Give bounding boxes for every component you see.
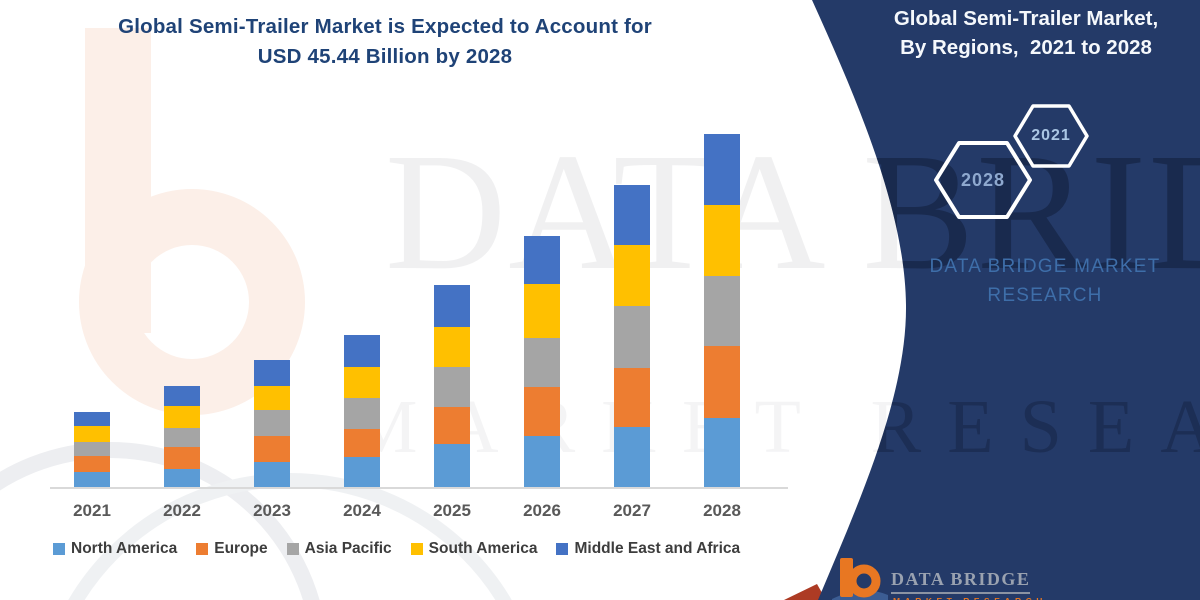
bar-segment-2028-middle-east-and-africa	[704, 133, 740, 205]
legend-item-europe: Europe	[196, 540, 268, 558]
x-tick-2024: 2024	[343, 501, 381, 520]
bar-segment-2026-south-america	[524, 284, 560, 338]
bar-2028	[704, 133, 740, 487]
brand-text: DATA BRIDGE MARKET RESEARCH	[880, 252, 1200, 310]
bar-segment-2024-south-america	[344, 366, 380, 399]
navy-side-panel	[812, 0, 1200, 600]
legend-swatch	[196, 543, 209, 555]
bar-segment-2027-europe	[614, 368, 650, 428]
bar-segment-2021-middle-east-and-africa	[74, 411, 110, 427]
bar-segment-2024-asia-pacific	[344, 398, 380, 429]
bar-segment-2023-north-america	[254, 462, 290, 487]
x-axis-line	[50, 487, 788, 489]
hexagon-2028-outline	[934, 141, 1032, 219]
bar-segment-2021-asia-pacific	[74, 441, 110, 456]
bar-2022	[164, 386, 200, 487]
hexagon-2028-label: 2028	[960, 170, 1006, 190]
legend-label: Asia Pacific	[304, 540, 392, 557]
bar-segment-2021-south-america	[74, 426, 110, 442]
bar-segment-2024-north-america	[344, 456, 380, 487]
sidebar-title-line2: By Regions, 2021 to 2028	[900, 36, 1152, 59]
bar-segment-2022-asia-pacific	[164, 427, 200, 447]
bar-segment-2026-middle-east-and-africa	[524, 236, 560, 285]
x-tick-2026: 2026	[523, 501, 561, 520]
chart-legend: North America Europe Asia Pacific South Ame…	[53, 540, 740, 558]
bar-segment-2028-south-america	[704, 204, 740, 276]
bar-segment-2023-middle-east-and-africa	[254, 359, 290, 386]
legend-label: South America	[428, 540, 538, 557]
bar-segment-2025-south-america	[434, 326, 470, 368]
bar-2021	[74, 411, 110, 487]
brand-text-line2: RESEARCH	[987, 285, 1103, 306]
bar-segment-2023-europe	[254, 435, 290, 463]
bar-segment-2025-middle-east-and-africa	[434, 284, 470, 327]
x-tick-2025: 2025	[433, 501, 471, 520]
x-tick-2027: 2027	[613, 501, 651, 520]
bar-segment-2022-north-america	[164, 469, 200, 487]
bar-segment-2025-europe	[434, 406, 470, 445]
footer-logo-subtitle: MARKET RESEARCH	[893, 596, 1047, 600]
legend-item-south-america: South America	[410, 540, 538, 558]
bar-segment-2021-europe	[74, 455, 110, 473]
x-tick-2028: 2028	[703, 501, 741, 520]
legend-item-north-america: North America	[53, 540, 177, 558]
legend-item-middle-east-and-africa: Middle East and Africa	[556, 540, 740, 558]
legend-label: Europe	[214, 540, 268, 557]
bar-segment-2026-north-america	[524, 435, 560, 487]
bar-segment-2023-south-america	[254, 385, 290, 411]
bar-segment-2027-middle-east-and-africa	[614, 184, 650, 245]
bar-segment-2027-asia-pacific	[614, 305, 650, 369]
legend-swatch	[556, 543, 569, 555]
bar-2023	[254, 359, 290, 487]
bar-segment-2026-europe	[524, 386, 560, 436]
x-tick-2023: 2023	[253, 501, 291, 520]
bar-segment-2025-asia-pacific	[434, 367, 470, 407]
bar-segment-2022-middle-east-and-africa	[164, 386, 200, 407]
bar-2026	[524, 236, 560, 487]
bar-segment-2026-asia-pacific	[524, 337, 560, 387]
bar-segment-2022-europe	[164, 446, 200, 470]
legend-item-asia-pacific: Asia Pacific	[286, 540, 392, 558]
red-accent-sliver	[784, 584, 826, 600]
bar-segment-2027-south-america	[614, 244, 650, 306]
chart-title-line1: Global Semi-Trailer Market is Expected t…	[118, 15, 652, 38]
chart-title: Global Semi-Trailer Market is Expected t…	[80, 12, 690, 72]
bar-segment-2022-south-america	[164, 406, 200, 428]
bar-2024	[344, 334, 380, 487]
footer-logo-icon	[832, 558, 888, 600]
bar-segment-2024-europe	[344, 428, 380, 457]
bar-2027	[614, 184, 650, 487]
bar-segment-2024-middle-east-and-africa	[344, 334, 380, 367]
bar-segment-2023-asia-pacific	[254, 410, 290, 436]
bar-segment-2025-north-america	[434, 444, 470, 487]
legend-swatch	[286, 543, 299, 555]
sidebar-title-line1: Global Semi-Trailer Market,	[893, 7, 1159, 30]
bar-segment-2028-europe	[704, 346, 740, 418]
hexagon-2021-label: 2021	[1031, 127, 1071, 144]
brand-text-line1: DATA BRIDGE MARKET	[929, 256, 1161, 277]
legend-swatch	[53, 543, 65, 555]
chart-title-line2: USD 45.44 Billion by 2028	[257, 45, 513, 68]
bar-2025	[434, 284, 470, 487]
legend-label: Middle East and Africa	[574, 540, 741, 557]
bar-segment-2027-north-america	[614, 427, 650, 487]
footer-logo-name: DATA BRIDGE	[891, 569, 1031, 594]
bar-segment-2028-north-america	[704, 417, 740, 487]
legend-swatch	[410, 543, 423, 555]
sidebar-title: Global Semi-Trailer Market, By Regions, …	[858, 4, 1194, 62]
hexagon-2021-outline	[1013, 104, 1089, 168]
legend-label: North America	[71, 540, 178, 557]
bar-segment-2028-asia-pacific	[704, 275, 740, 347]
x-tick-2021: 2021	[73, 501, 111, 520]
x-tick-2022: 2022	[163, 501, 201, 520]
bar-segment-2021-north-america	[74, 472, 110, 487]
